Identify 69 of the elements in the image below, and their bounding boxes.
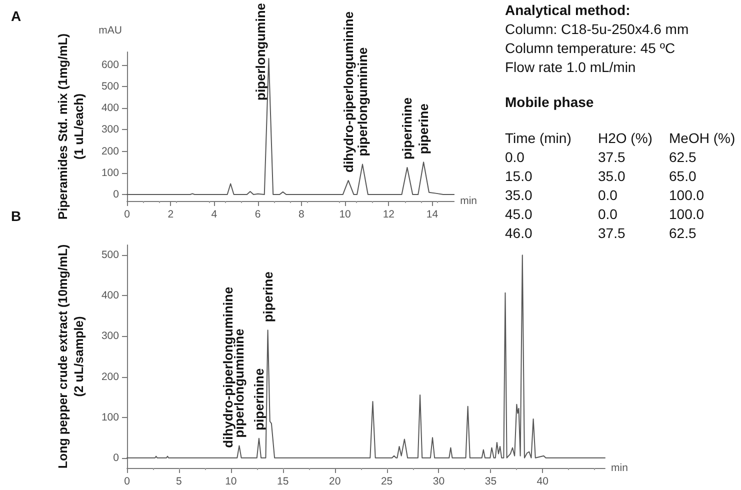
y-axis-title: Piperamides Std. mix (1mg/mL) (1 uL/each) bbox=[56, 33, 86, 220]
annotation: piperine bbox=[416, 104, 432, 154]
y-tick-label: 0 bbox=[113, 188, 120, 201]
chart-title: B bbox=[11, 208, 22, 224]
x-tick-label: 25 bbox=[380, 476, 393, 488]
y-tick-label: 400 bbox=[101, 102, 120, 114]
y-tick-label: 100 bbox=[101, 411, 120, 424]
y-tick-label: 500 bbox=[101, 249, 120, 262]
x-tick-label: 5 bbox=[176, 476, 182, 488]
y-tick-label: 300 bbox=[101, 124, 120, 136]
x-tick-label: 2 bbox=[168, 208, 174, 220]
text: Analytical method: bbox=[505, 2, 630, 18]
text: 46.0 bbox=[505, 225, 532, 241]
x-tick-label: 6 bbox=[254, 208, 261, 220]
annotation: dihydro-piperlonguminine bbox=[220, 286, 236, 448]
text: 100.0 bbox=[669, 187, 704, 203]
y-axis-title: Long pepper crude extract (10mg/mL) (2 uL/sample) bbox=[56, 244, 86, 469]
text: 45.0 bbox=[505, 206, 532, 222]
annotation: piperine bbox=[260, 272, 276, 322]
text: 0.0 bbox=[598, 206, 618, 222]
text: 35.0 bbox=[505, 187, 532, 203]
text: 15.0 bbox=[505, 168, 532, 184]
annotation: piperlongumine bbox=[253, 3, 268, 100]
text: 62.5 bbox=[669, 225, 696, 241]
text: 0.0 bbox=[598, 187, 618, 203]
x-tick-label: 30 bbox=[432, 476, 445, 488]
text: 65.0 bbox=[669, 168, 696, 184]
x-tick-label: 4 bbox=[211, 208, 218, 220]
text: Column temperature: 45 ºC bbox=[505, 40, 676, 56]
text: Mobile phase bbox=[505, 94, 594, 110]
chart-title: A bbox=[11, 8, 22, 24]
x-tick-label: 10 bbox=[225, 476, 237, 488]
text: MeOH (%) bbox=[669, 130, 736, 146]
annotation: dihydro-piperlonguminine bbox=[340, 11, 356, 172]
line-series bbox=[126, 254, 606, 458]
x-tick-label: 14 bbox=[426, 208, 438, 220]
text: 37.5 bbox=[598, 149, 626, 165]
y-tick-label: 0 bbox=[113, 452, 120, 464]
text: 62.5 bbox=[669, 149, 696, 165]
y-tick-label: 600 bbox=[101, 58, 120, 71]
x-tick-label: 10 bbox=[339, 208, 352, 220]
x-tick-label: 40 bbox=[536, 476, 549, 488]
x-tick-label: 35 bbox=[484, 476, 497, 488]
y-tick-label: 200 bbox=[101, 145, 120, 158]
text: 37.5 bbox=[598, 225, 626, 241]
text: Flow rate 1.0 mL/min bbox=[505, 59, 636, 75]
y-tick-label: 400 bbox=[101, 290, 120, 302]
text: 100.0 bbox=[669, 206, 704, 222]
text: Column: C18-5u-250x4.6 mm bbox=[505, 21, 689, 37]
y-tick-label: 100 bbox=[101, 166, 120, 179]
x-tick-label: 0 bbox=[124, 208, 130, 220]
text: 0.0 bbox=[505, 149, 524, 165]
x-axis-title: min bbox=[460, 195, 478, 207]
annotation: piperinine bbox=[400, 97, 415, 160]
x-tick-label: 12 bbox=[382, 208, 395, 220]
x-tick-label: 20 bbox=[328, 476, 341, 488]
annotation: piperlonguminine bbox=[355, 47, 370, 156]
x-tick-label: 8 bbox=[298, 208, 305, 220]
x-axis-title: min bbox=[611, 462, 628, 474]
y-tick-label: 500 bbox=[101, 80, 120, 93]
x-tick-label: 15 bbox=[277, 476, 289, 488]
text: 35.0 bbox=[598, 168, 626, 184]
text: mAU bbox=[98, 24, 122, 36]
text: Time (min) bbox=[505, 130, 572, 146]
x-tick-label: 0 bbox=[124, 476, 130, 488]
y-tick-label: 200 bbox=[101, 370, 120, 383]
y-tick-label: 300 bbox=[101, 330, 120, 342]
text: H2O (%) bbox=[598, 130, 652, 146]
annotation: piperinine bbox=[251, 368, 266, 430]
